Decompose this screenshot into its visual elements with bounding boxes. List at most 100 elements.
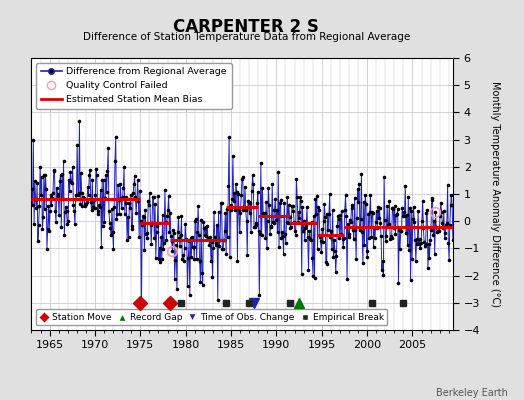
Point <box>316 238 325 244</box>
Point <box>363 248 371 254</box>
Point <box>446 202 455 208</box>
Point <box>156 259 165 266</box>
Point <box>305 228 313 234</box>
Point <box>233 189 241 195</box>
Point <box>138 222 146 228</box>
Point <box>381 238 390 244</box>
Point <box>192 256 201 263</box>
Point <box>39 213 47 220</box>
Point <box>184 255 192 261</box>
Point <box>283 194 291 201</box>
Point <box>441 230 450 237</box>
Point <box>434 223 443 230</box>
Point <box>368 210 377 216</box>
Point <box>181 220 190 227</box>
Point <box>383 203 391 209</box>
Point <box>296 194 304 200</box>
Point <box>50 168 58 174</box>
Point <box>265 202 274 208</box>
Point <box>275 243 283 250</box>
Point <box>148 220 156 226</box>
Point <box>144 198 152 204</box>
Point <box>328 246 336 252</box>
Point <box>390 225 398 232</box>
Point <box>302 222 310 228</box>
Point <box>261 235 270 241</box>
Point <box>308 219 316 225</box>
Point <box>301 224 310 231</box>
Point <box>166 209 174 216</box>
Point <box>57 224 66 230</box>
Point <box>145 202 153 208</box>
Point <box>233 258 242 264</box>
Point <box>252 222 260 228</box>
Point <box>380 217 389 223</box>
Point <box>403 242 412 248</box>
Point <box>375 215 383 221</box>
Point <box>376 220 385 226</box>
Point <box>165 193 173 199</box>
Point <box>192 216 200 222</box>
Point <box>272 207 281 214</box>
Point <box>325 191 334 197</box>
Point <box>244 198 252 204</box>
Point <box>133 196 141 202</box>
Point <box>40 172 48 178</box>
Point <box>250 224 259 230</box>
Point <box>215 243 223 249</box>
Point <box>373 208 381 214</box>
Point <box>126 204 134 211</box>
Point <box>76 201 84 207</box>
Point <box>425 255 434 262</box>
Point <box>315 234 324 240</box>
Point <box>290 219 298 226</box>
Text: Berkeley Earth: Berkeley Earth <box>436 388 508 398</box>
Point <box>342 213 351 220</box>
Point <box>391 230 400 237</box>
Point <box>29 137 38 144</box>
Point <box>416 236 424 243</box>
Point <box>139 213 147 220</box>
Point <box>349 227 357 233</box>
Point <box>56 178 64 185</box>
Point <box>170 230 178 236</box>
Point <box>358 229 366 236</box>
Point <box>428 197 436 203</box>
Point <box>331 248 339 254</box>
Point <box>230 190 238 196</box>
Point <box>205 242 214 248</box>
Point <box>399 213 407 219</box>
Point <box>48 194 57 201</box>
Point <box>83 198 91 205</box>
Point <box>279 233 287 239</box>
Point <box>400 213 409 219</box>
Point <box>334 216 343 222</box>
Point <box>210 209 218 216</box>
Point <box>110 204 118 210</box>
Point <box>347 202 356 209</box>
Point <box>112 216 121 222</box>
Point <box>278 229 286 236</box>
Point <box>130 173 139 179</box>
Point <box>298 270 306 277</box>
Point <box>86 167 94 173</box>
Point <box>242 207 250 213</box>
Point <box>100 219 108 225</box>
Point <box>218 246 226 252</box>
Point <box>60 231 69 238</box>
Point <box>335 235 344 242</box>
Point <box>243 252 252 258</box>
Point <box>417 240 425 246</box>
Point <box>242 218 250 224</box>
Point <box>339 244 347 251</box>
Point <box>341 192 350 198</box>
Point <box>429 232 438 238</box>
Point <box>74 192 82 198</box>
Point <box>140 247 149 253</box>
Point <box>310 213 318 219</box>
Point <box>287 224 296 230</box>
Point <box>411 236 419 243</box>
Point <box>355 181 363 187</box>
Point <box>207 258 215 264</box>
Point <box>117 205 126 212</box>
